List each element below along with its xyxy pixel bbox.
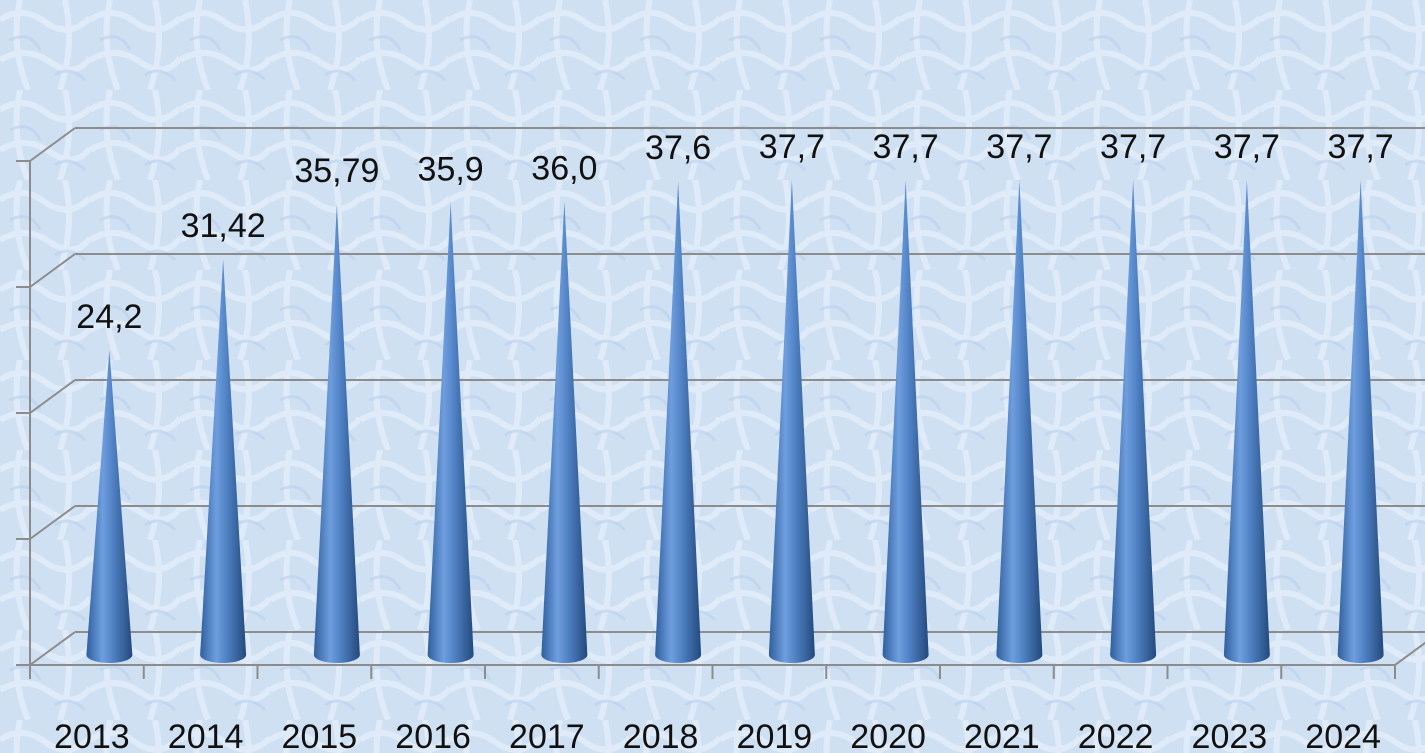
data-label: 35,9 xyxy=(418,151,484,189)
data-label: 37,7 xyxy=(873,128,939,166)
left-wall-grid xyxy=(29,631,76,666)
data-label: 37,7 xyxy=(1214,128,1280,166)
cone xyxy=(541,201,588,663)
data-label: 36,0 xyxy=(531,149,597,187)
x-tick-label: 2018 xyxy=(623,718,699,753)
x-tick-label: 2016 xyxy=(395,718,471,753)
x-tick-label: 2023 xyxy=(1192,718,1268,753)
data-label: 37,7 xyxy=(1328,128,1394,166)
data-label: 37,7 xyxy=(759,128,825,166)
cone xyxy=(86,350,133,663)
x-tick-label: 2013 xyxy=(54,718,130,753)
data-label: 37,7 xyxy=(986,128,1052,166)
cone xyxy=(1337,179,1384,664)
left-wall-grid xyxy=(29,127,76,162)
x-tick-label: 2015 xyxy=(282,718,358,753)
left-wall-grid xyxy=(29,253,76,288)
data-label: 31,42 xyxy=(181,207,266,245)
x-tick-label: 2019 xyxy=(737,718,813,753)
floor-edge xyxy=(1394,641,1425,666)
x-tick-label: 2017 xyxy=(509,718,585,753)
plot-area: 2013 24,2 2014 31,42 2015 35,79 2016 35,9 2017 36… xyxy=(16,127,1425,753)
cone xyxy=(882,179,929,664)
data-label: 37,6 xyxy=(645,129,711,167)
data-label: 24,2 xyxy=(76,298,142,336)
x-tick-label: 2014 xyxy=(168,718,244,753)
cone xyxy=(1223,179,1270,664)
data-label: 37,7 xyxy=(1100,128,1166,166)
x-tick-label: 2024 xyxy=(1305,718,1381,753)
x-tick-label: 2021 xyxy=(964,718,1040,753)
cone xyxy=(313,204,360,663)
x-tick-label: 2020 xyxy=(850,718,926,753)
data-label: 35,79 xyxy=(294,152,379,190)
cone xyxy=(200,259,247,663)
x-tick-label: 2022 xyxy=(1078,718,1154,753)
cone xyxy=(768,179,815,664)
cone xyxy=(655,181,702,664)
cone xyxy=(1110,179,1157,664)
cone xyxy=(427,202,474,663)
left-wall-grid xyxy=(29,505,76,540)
cone xyxy=(996,179,1043,664)
left-wall-grid xyxy=(29,379,76,414)
